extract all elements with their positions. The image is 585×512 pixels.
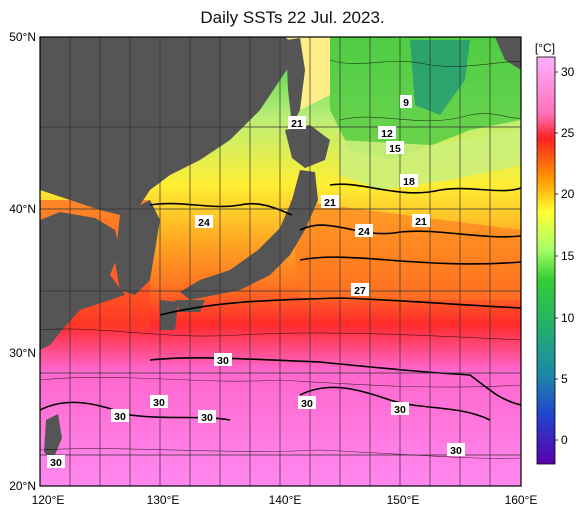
contour-label-text: 24 <box>198 217 210 229</box>
contour-label-12: 12 <box>378 126 396 140</box>
contour-label-15: 15 <box>386 141 404 155</box>
colorbar-tick-15: 15 <box>561 249 575 263</box>
contour-label-text: 12 <box>381 128 393 140</box>
colorbar-tick-20: 20 <box>561 187 575 201</box>
colorbar-tick-0: 0 <box>561 433 568 447</box>
contour-label-text: 30 <box>114 411 126 423</box>
contour-label-30: 30 <box>447 443 465 457</box>
contour-label-18: 18 <box>400 174 418 188</box>
land-masses <box>40 37 521 462</box>
contour-label-text: 30 <box>301 398 313 410</box>
lon-label-140: 140°E <box>269 493 302 507</box>
contour-label-text: 30 <box>153 397 165 409</box>
contour-label-text: 30 <box>217 355 229 367</box>
lat-label-40: 40°N <box>9 202 36 216</box>
contour-label-text: 30 <box>50 457 62 469</box>
contour-label-21: 21 <box>321 195 339 209</box>
graticule <box>40 37 521 486</box>
contour-labels: 9 12 15 18 21 21 21 24 24 27 30 30 30 30… <box>47 95 465 469</box>
lat-label-50: 50°N <box>9 30 36 44</box>
ocean-field <box>40 37 521 486</box>
lon-label-160: 160°E <box>505 493 538 507</box>
contour-label-text: 27 <box>354 285 366 297</box>
longitude-labels: 120°E 130°E 140°E 150°E 160°E <box>32 493 538 507</box>
colorbar-tick-10: 10 <box>561 311 575 325</box>
contour-label-text: 30 <box>201 412 213 424</box>
contour-label-21: 21 <box>288 116 306 130</box>
contour-label-27: 27 <box>351 283 369 297</box>
contour-label-9: 9 <box>400 95 412 109</box>
contour-label-text: 9 <box>403 97 409 109</box>
map-frame <box>39 36 522 487</box>
contour-label-30: 30 <box>47 455 65 469</box>
contour-label-text: 21 <box>324 197 336 209</box>
lat-label-30: 30°N <box>9 346 36 360</box>
contour-label-text: 30 <box>394 404 406 416</box>
lat-label-20: 20°N <box>9 479 36 493</box>
contour-label-30: 30 <box>198 410 216 424</box>
contour-label-text: 18 <box>403 176 415 188</box>
contour-label-text: 30 <box>450 445 462 457</box>
colorbar-tick-30: 30 <box>561 65 575 79</box>
lon-label-130: 130°E <box>147 493 180 507</box>
contour-label-text: 21 <box>415 216 427 228</box>
latitude-labels: 50°N 40°N 30°N 20°N <box>9 30 36 493</box>
contour-label-text: 24 <box>358 226 370 238</box>
contour-label-30: 30 <box>111 409 129 423</box>
contour-label-30: 30 <box>391 402 409 416</box>
contour-label-24: 24 <box>355 224 373 238</box>
lon-label-120: 120°E <box>32 493 65 507</box>
contour-label-text: 21 <box>291 118 303 130</box>
colorbar: [°C] 30 25 20 15 10 5 0 <box>535 41 575 465</box>
contour-label-text: 15 <box>389 143 401 155</box>
contour-label-21: 21 <box>412 214 430 228</box>
lon-label-150: 150°E <box>387 493 420 507</box>
colorbar-tick-25: 25 <box>561 126 575 140</box>
map-title: Daily SSTs 22 Jul. 2023. <box>200 8 385 27</box>
contour-label-30: 30 <box>214 353 232 367</box>
contour-label-30: 30 <box>150 395 168 409</box>
colorbar-tick-5: 5 <box>561 372 568 386</box>
contour-label-30: 30 <box>298 396 316 410</box>
contour-label-24: 24 <box>195 215 213 229</box>
colorbar-unit: [°C] <box>535 41 555 55</box>
colorbar-gradient <box>536 56 556 465</box>
